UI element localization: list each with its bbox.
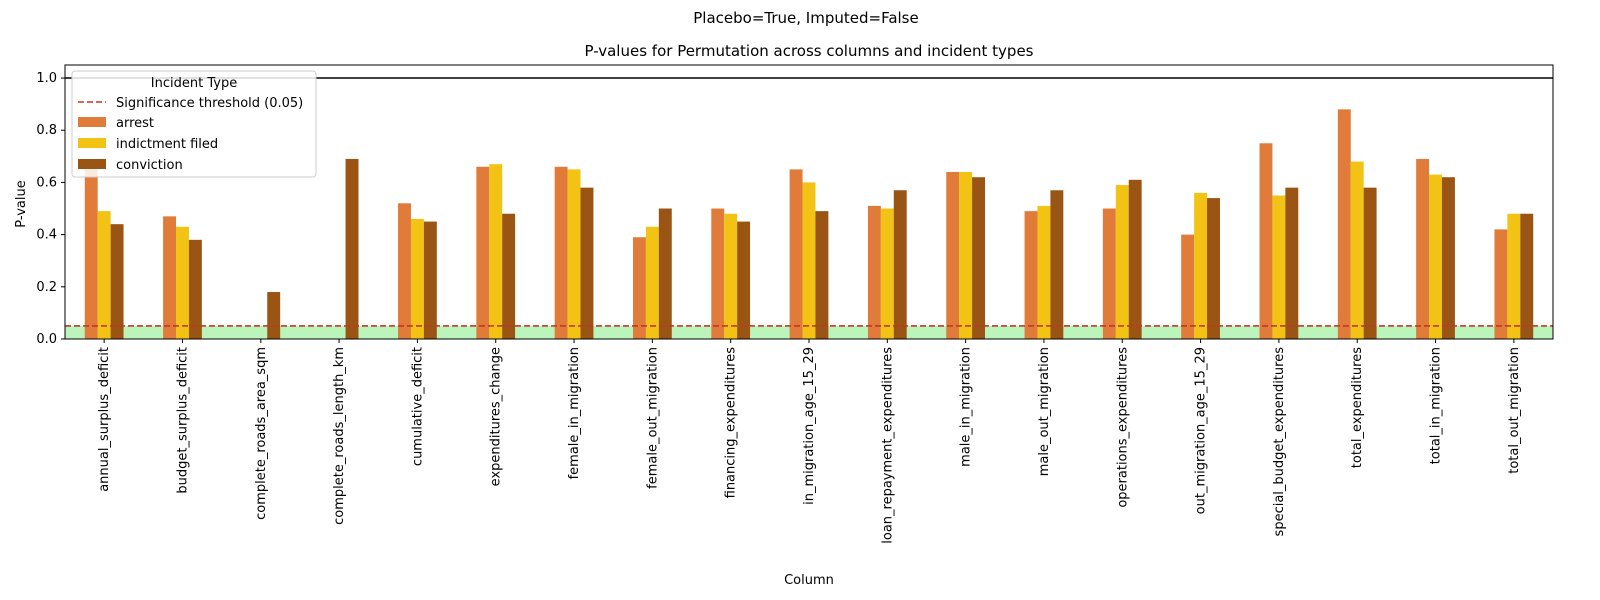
bar-arrest-female_out_migration xyxy=(632,237,646,339)
bar-conviction-in_migration_age_15_29 xyxy=(815,211,829,339)
bar-conviction-male_in_migration xyxy=(972,177,986,339)
bar-indictment-filed-budget_surplus_deficit xyxy=(176,226,189,339)
y-tick-label: 0.2 xyxy=(36,280,57,295)
x-tick-label: female_in_migration xyxy=(567,347,582,479)
y-axis-label: P-value xyxy=(14,180,29,227)
bar-indictment-filed-female_in_migration xyxy=(567,169,581,339)
legend-swatch-arrest xyxy=(78,117,106,127)
bar-arrest-operations_expenditures xyxy=(1102,208,1116,339)
bar-indictment-filed-total_in_migration xyxy=(1429,174,1442,339)
x-tick-label: expenditures_change xyxy=(489,347,504,486)
bar-indictment-filed-loan_repayment_expenditures xyxy=(880,208,894,339)
legend-label-conviction: conviction xyxy=(116,158,183,173)
bar-indictment-filed-special_budget_expenditures xyxy=(1272,195,1286,339)
bar-arrest-budget_surplus_deficit xyxy=(163,216,177,339)
bar-conviction-loan_repayment_expenditures xyxy=(893,190,907,339)
legend-threshold-label: Significance threshold (0.05) xyxy=(116,96,303,111)
bar-conviction-special_budget_expenditures xyxy=(1285,187,1299,339)
bar-conviction-total_in_migration xyxy=(1441,177,1455,339)
bar-conviction-total_expenditures xyxy=(1363,187,1377,339)
legend-label-arrest: arrest xyxy=(116,116,154,131)
bar-indictment-filed-in_migration_age_15_29 xyxy=(802,182,816,339)
y-tick-label: 0.4 xyxy=(36,228,57,243)
legend-label-indictment-filed: indictment filed xyxy=(116,137,218,152)
bar-conviction-annual_surplus_deficit xyxy=(110,224,124,339)
chart-suptitle: Placebo=True, Imputed=False xyxy=(693,9,918,27)
bar-conviction-female_out_migration xyxy=(658,208,672,339)
plot-area: 0.0 0.2 0.4 0.6 0.8 1.0 annual_surplus_deficit… xyxy=(36,64,1554,544)
bar-conviction-operations_expenditures xyxy=(1128,179,1142,339)
x-axis-label: Column xyxy=(784,573,834,588)
bar-conviction-complete_roads_area_sqm xyxy=(267,292,281,339)
legend-swatch-indictment-filed xyxy=(78,138,106,148)
bar-arrest-male_out_migration xyxy=(1024,211,1038,339)
x-tick-label: complete_roads_area_sqm xyxy=(254,347,269,520)
x-tick-label: complete_roads_length_km xyxy=(332,347,347,525)
y-tick-label: 0.8 xyxy=(36,123,57,138)
bar-arrest-expenditures_change xyxy=(476,166,490,339)
bar-conviction-cumulative_deficit xyxy=(423,221,437,339)
bar-conviction-female_in_migration xyxy=(580,187,594,339)
y-tick-label: 0.6 xyxy=(36,175,57,190)
bar-indictment-filed-male_out_migration xyxy=(1037,205,1051,339)
bar-indictment-filed-total_out_migration xyxy=(1507,213,1521,339)
legend: Incident Type Significance threshold (0.0… xyxy=(71,70,317,178)
bar-arrest-loan_repayment_expenditures xyxy=(867,205,881,339)
bar-arrest-total_expenditures xyxy=(1337,109,1351,339)
x-tick-label: male_in_migration xyxy=(959,347,974,467)
x-tick-label: cumulative_deficit xyxy=(410,347,425,466)
x-tick-label: budget_surplus_deficit xyxy=(175,347,190,494)
bar-indictment-filed-male_in_migration xyxy=(959,171,973,339)
bar-arrest-total_in_migration xyxy=(1416,158,1430,339)
bar-indictment-filed-cumulative_deficit xyxy=(410,218,424,339)
x-tick-label: financing_expenditures xyxy=(724,347,739,499)
x-tick-label: total_out_migration xyxy=(1507,347,1522,474)
bar-conviction-financing_expenditures xyxy=(737,221,751,339)
bar-indictment-filed-annual_surplus_deficit xyxy=(97,211,111,339)
bar-arrest-out_migration_age_15_29 xyxy=(1181,234,1195,339)
bar-arrest-male_in_migration xyxy=(946,171,960,339)
x-tick-label: male_out_migration xyxy=(1037,347,1052,476)
bar-arrest-total_out_migration xyxy=(1494,229,1508,339)
bar-indictment-filed-expenditures_change xyxy=(489,164,503,339)
bar-conviction-budget_surplus_deficit xyxy=(188,239,202,339)
bar-arrest-in_migration_age_15_29 xyxy=(789,169,803,339)
x-tick-label: total_expenditures xyxy=(1350,347,1365,468)
bar-arrest-cumulative_deficit xyxy=(398,203,411,339)
legend-title: Incident Type xyxy=(151,76,237,91)
bar-conviction-out_migration_age_15_29 xyxy=(1207,198,1220,339)
bar-indictment-filed-financing_expenditures xyxy=(724,213,738,339)
x-tick-label: special_budget_expenditures xyxy=(1272,347,1287,537)
x-tick-label: in_migration_age_15_29 xyxy=(802,347,817,505)
y-tick-label: 0.0 xyxy=(36,332,57,347)
bar-indictment-filed-total_expenditures xyxy=(1350,161,1364,339)
y-tick-label: 1.0 xyxy=(36,71,57,86)
bar-indictment-filed-out_migration_age_15_29 xyxy=(1194,192,1208,339)
x-tick-label: total_in_migration xyxy=(1429,347,1444,464)
chart-title: P-values for Permutation across columns … xyxy=(585,42,1034,60)
x-tick-label: operations_expenditures xyxy=(1115,347,1130,508)
bar-conviction-complete_roads_length_km xyxy=(345,158,359,339)
bar-conviction-total_out_migration xyxy=(1520,213,1534,339)
bar-arrest-annual_surplus_deficit xyxy=(84,169,98,339)
x-tick-label: out_migration_age_15_29 xyxy=(1194,347,1209,514)
bar-conviction-expenditures_change xyxy=(502,213,516,339)
bar-arrest-female_in_migration xyxy=(554,166,568,339)
bar-indictment-filed-female_out_migration xyxy=(645,226,659,339)
x-tick-label: loan_repayment_expenditures xyxy=(880,347,895,544)
x-tick-label: female_out_migration xyxy=(645,347,660,489)
x-tick-label: annual_surplus_deficit xyxy=(97,347,112,492)
bar-arrest-special_budget_expenditures xyxy=(1259,143,1273,339)
legend-swatch-conviction xyxy=(78,159,106,169)
bar-indictment-filed-operations_expenditures xyxy=(1115,185,1129,339)
bar-arrest-financing_expenditures xyxy=(711,208,725,339)
legend-box xyxy=(71,70,317,178)
bar-conviction-male_out_migration xyxy=(1050,190,1064,339)
